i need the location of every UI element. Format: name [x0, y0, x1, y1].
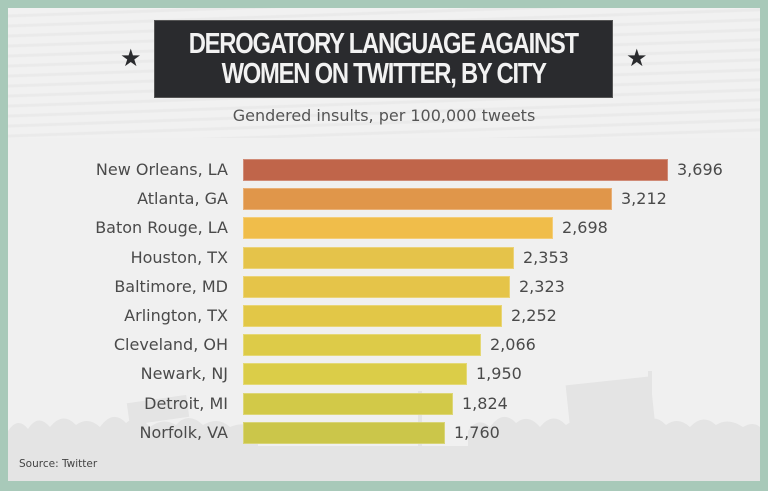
value-label: 3,696 — [677, 160, 723, 179]
city-label: Norfolk, VA — [139, 422, 228, 442]
value-label: 2,353 — [523, 247, 569, 267]
bar-row: Houston, TX 2,353 — [0, 246, 768, 269]
value-label: 1,760 — [454, 422, 500, 442]
bar-row: Newark, NJ 1,950 — [0, 363, 768, 386]
value-label: 2,323 — [519, 276, 565, 296]
bar — [243, 159, 668, 181]
city-label: Baton Rouge, LA — [95, 218, 228, 238]
crowd-silhouette-decoration — [8, 371, 760, 481]
bar — [243, 363, 467, 386]
bar — [243, 275, 510, 298]
value-label: 1,824 — [462, 393, 508, 413]
bar — [243, 246, 514, 269]
bar-row: Detroit, MI 1,824 — [0, 392, 768, 415]
bar — [243, 305, 502, 327]
source-note: Source: Twitter — [19, 458, 98, 470]
bar — [243, 392, 453, 415]
bar — [243, 421, 445, 444]
bar-row: New Orleans, LA 3,696 — [0, 159, 768, 181]
bar — [243, 188, 612, 211]
bar-row: Norfolk, VA 1,760 — [0, 421, 768, 444]
bar — [243, 334, 481, 357]
city-label: New Orleans, LA — [95, 160, 228, 179]
city-label: Arlington, TX — [124, 306, 228, 325]
value-label: 2,252 — [511, 306, 557, 325]
value-label: 2,698 — [562, 218, 608, 238]
city-label: Newark, NJ — [140, 364, 228, 384]
chart-title-line-2: WOMEN ON TWITTER, BY CITY — [221, 58, 546, 90]
bar-row: Atlanta, GA 3,212 — [0, 188, 768, 211]
value-label: 2,066 — [490, 335, 536, 355]
city-label: Atlanta, GA — [137, 189, 228, 209]
bar-row: Baltimore, MD 2,323 — [0, 275, 768, 298]
title-banner: DEROGATORY LANGUAGE AGAINST WOMEN ON TWI… — [154, 20, 613, 98]
value-label: 3,212 — [621, 189, 667, 209]
chart-subtitle: Gendered insults, per 100,000 tweets — [232, 106, 536, 125]
star-icon-right: ★ — [626, 44, 648, 72]
chart-title-line-1: DEROGATORY LANGUAGE AGAINST — [188, 28, 579, 60]
bar-row: Arlington, TX 2,252 — [0, 305, 768, 327]
city-label: Detroit, MI — [144, 393, 228, 413]
city-label: Baltimore, MD — [114, 276, 228, 296]
city-label: Cleveland, OH — [113, 335, 228, 355]
bar-row: Baton Rouge, LA 2,698 — [0, 217, 768, 240]
bar — [243, 217, 553, 240]
star-icon-left: ★ — [120, 44, 142, 72]
bar-row: Cleveland, OH 2,066 — [0, 334, 768, 357]
value-label: 1,950 — [476, 364, 522, 384]
city-label: Houston, TX — [130, 247, 228, 267]
